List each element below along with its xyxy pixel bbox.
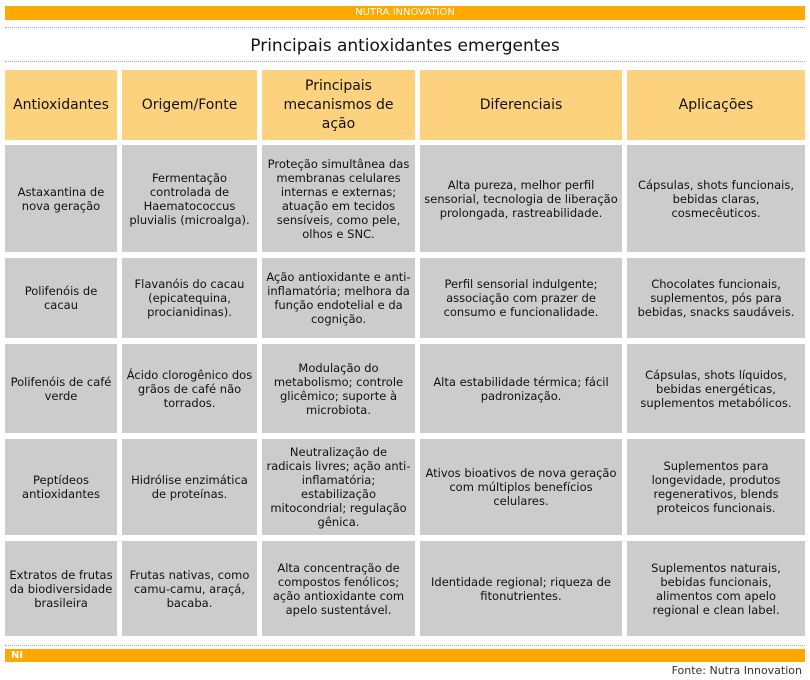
divider [5,61,805,62]
column-header-mechanisms: Principais mecanismos de ação [262,70,415,140]
table-cell-differentials: Identidade regional; riqueza de fitonutr… [420,541,622,636]
column-header-origin: Origem/Fonte [122,70,257,140]
page-title: Principais antioxidantes emergentes [250,36,560,56]
table-cell-antioxidant: Polifenóis de café verde [5,344,117,433]
table-cell-antioxidant: Extratos de frutas da biodiversidade bra… [5,541,117,636]
column-header-applications: Aplicações [627,70,805,140]
table-cell-mechanisms: Neutralização de radicais livres; ação a… [262,439,415,535]
table-cell-mechanisms: Proteção simultânea das membranas celula… [262,145,415,252]
table-cell-differentials: Perfil sensorial indulgente; associação … [420,258,622,338]
table-cell-mechanisms: Alta concentração de compostos fenólicos… [262,541,415,636]
table-cell-mechanisms: Ação antioxidante e anti-inflamatória; m… [262,258,415,338]
table-cell-antioxidant: Peptídeos antioxidantes [5,439,117,535]
table-cell-differentials: Alta estabilidade térmica; fácil padroni… [420,344,622,433]
table-cell-applications: Cápsulas, shots líquidos, bebidas energé… [627,344,805,433]
table-cell-origin: Hidrólise enzimática de proteínas. [122,439,257,535]
table-cell-differentials: Alta pureza, melhor perfil sensorial, te… [420,145,622,252]
table-cell-origin: Flavanóis do cacau (epicatequina, procia… [122,258,257,338]
table-cell-origin: Frutas nativas, como camu-camu, araçá, b… [122,541,257,636]
table-cell-applications: Chocolates funcionais, suplementos, pós … [627,258,805,338]
table-cell-applications: Suplementos para longevidade, produtos r… [627,439,805,535]
table-cell-applications: Suplementos naturais, bebidas funcionais… [627,541,805,636]
divider [5,27,805,28]
table-cell-antioxidant: Astaxantina de nova geração [5,145,117,252]
table-cell-origin: Fermentação controlada de Haematococcus … [122,145,257,252]
column-header-differentials: Diferenciais [420,70,622,140]
table-cell-origin: Ácido clorogênico dos grãos de café não … [122,344,257,433]
table-cell-antioxidant: Polifenóis de cacau [5,258,117,338]
divider [5,645,805,646]
header-bar: NUTRA INNOVATION [5,6,805,20]
footer-logo: NI [5,649,805,662]
table-cell-applications: Cápsulas, shots funcionais, bebidas clar… [627,145,805,252]
table-cell-mechanisms: Modulação do metabolismo; controle glicê… [262,344,415,433]
table-cell-differentials: Ativos bioativos de nova geração com múl… [420,439,622,535]
column-header-antioxidant: Antioxidantes [5,70,117,140]
source-note: Fonte: Nutra Innovation [671,664,802,677]
